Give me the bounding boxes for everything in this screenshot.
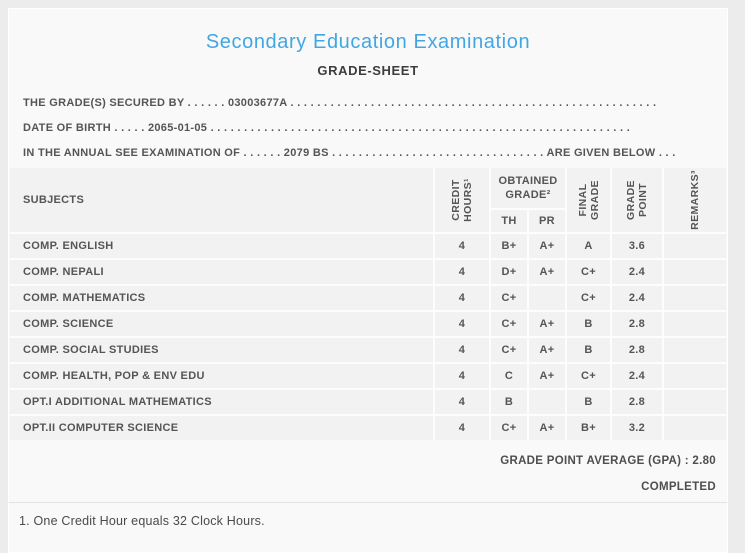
remarks-header-label: REMARKS³	[689, 170, 701, 230]
grade-point-cell: 3.6	[612, 234, 662, 258]
th-grade-cell: D+	[491, 260, 527, 284]
credit-hours-cell: 4	[435, 390, 489, 414]
final-grade-cell: B	[567, 338, 610, 362]
grade-point-cell: 2.8	[612, 390, 662, 414]
grades-secured-by-line: THE GRADE(S) SECURED BY . . . . . . 0300…	[23, 97, 657, 109]
final-grade-cell: B	[567, 390, 610, 414]
th-grade-cell: C	[491, 364, 527, 388]
final-grade-cell: B	[567, 312, 610, 336]
remarks-cell	[664, 286, 726, 310]
pr-grade-cell	[529, 390, 565, 414]
subject-cell: COMP. HEALTH, POP & ENV EDU	[10, 364, 433, 388]
final-grade-cell: A	[567, 234, 610, 258]
subject-cell: COMP. ENGLISH	[10, 234, 433, 258]
remarks-cell	[664, 338, 726, 362]
pr-grade-cell: A+	[529, 338, 565, 362]
page-title: Secondary Education Examination	[205, 31, 531, 53]
credit-hours-cell: 4	[435, 364, 489, 388]
status-badge: COMPLETED	[641, 481, 716, 493]
pr-grade-cell	[529, 286, 565, 310]
subject-cell: OPT.II COMPUTER SCIENCE	[10, 416, 433, 440]
gpa-summary: GRADE POINT AVERAGE (GPA) : 2.80	[500, 455, 716, 467]
credit-hours-cell: 4	[435, 260, 489, 284]
final-grade-column-header: FINAL GRADE	[567, 168, 610, 232]
grade-sheet-subtitle: GRADE-SHEET	[317, 63, 419, 78]
final-grade-cell: C+	[567, 286, 610, 310]
grade-point-cell: 2.4	[612, 260, 662, 284]
grade-point-header-label: GRADE POINT	[624, 180, 649, 220]
final-grade-cell: C+	[567, 260, 610, 284]
pr-grade-cell: A+	[529, 416, 565, 440]
credit-hours-column-header: CREDIT HOURS¹	[435, 168, 489, 232]
theory-subcolumn-header: TH	[491, 210, 527, 232]
remarks-column-header: REMARKS³	[664, 168, 726, 232]
remarks-cell	[664, 260, 726, 284]
subjects-column-header: SUBJECTS	[10, 168, 433, 232]
grade-point-cell: 3.2	[612, 416, 662, 440]
grade-sheet-card: Secondary Education Examination GRADE-SH…	[8, 8, 728, 553]
final-grade-header-label: FINAL GRADE	[576, 180, 601, 220]
final-grade-cell: C+	[567, 364, 610, 388]
subject-cell: COMP. SCIENCE	[10, 312, 433, 336]
remarks-cell	[664, 234, 726, 258]
obtained-grade-column-header: OBTAINED GRADE²	[491, 168, 565, 208]
grade-point-column-header: GRADE POINT	[612, 168, 662, 232]
grades-table: SUBJECTS CREDIT HOURS¹ OBTAINED GRADE² T…	[10, 168, 726, 440]
subject-cell: COMP. SOCIAL STUDIES	[10, 338, 433, 362]
credit-hours-cell: 4	[435, 312, 489, 336]
th-grade-cell: C+	[491, 338, 527, 362]
remarks-cell	[664, 416, 726, 440]
credit-hours-cell: 4	[435, 286, 489, 310]
pr-grade-cell: A+	[529, 364, 565, 388]
th-grade-cell: C+	[491, 312, 527, 336]
credit-hours-cell: 4	[435, 338, 489, 362]
th-grade-cell: B+	[491, 234, 527, 258]
date-of-birth-line: DATE OF BIRTH . . . . . 2065-01-05 . . .…	[23, 122, 631, 134]
practical-subcolumn-header: PR	[529, 210, 565, 232]
pr-grade-cell: A+	[529, 234, 565, 258]
final-grade-cell: B+	[567, 416, 610, 440]
remarks-cell	[664, 390, 726, 414]
remarks-cell	[664, 312, 726, 336]
footnote: 1. One Credit Hour equals 32 Clock Hours…	[9, 502, 727, 528]
credit-hours-header-label: CREDIT HOURS¹	[449, 178, 474, 222]
grade-point-cell: 2.8	[612, 312, 662, 336]
credit-hours-cell: 4	[435, 416, 489, 440]
pr-grade-cell: A+	[529, 312, 565, 336]
grade-point-cell: 2.4	[612, 364, 662, 388]
grade-point-cell: 2.4	[612, 286, 662, 310]
th-grade-cell: C+	[491, 416, 527, 440]
subject-cell: COMP. NEPALI	[10, 260, 433, 284]
grade-point-cell: 2.8	[612, 338, 662, 362]
examination-year-line: IN THE ANNUAL SEE EXAMINATION OF . . . .…	[23, 147, 676, 159]
subject-cell: COMP. MATHEMATICS	[10, 286, 433, 310]
pr-grade-cell: A+	[529, 260, 565, 284]
subject-cell: OPT.I ADDITIONAL MATHEMATICS	[10, 390, 433, 414]
student-info-section: THE GRADE(S) SECURED BY . . . . . . 0300…	[9, 91, 727, 166]
th-grade-cell: C+	[491, 286, 527, 310]
remarks-cell	[664, 364, 726, 388]
credit-hours-cell: 4	[435, 234, 489, 258]
th-grade-cell: B	[491, 390, 527, 414]
